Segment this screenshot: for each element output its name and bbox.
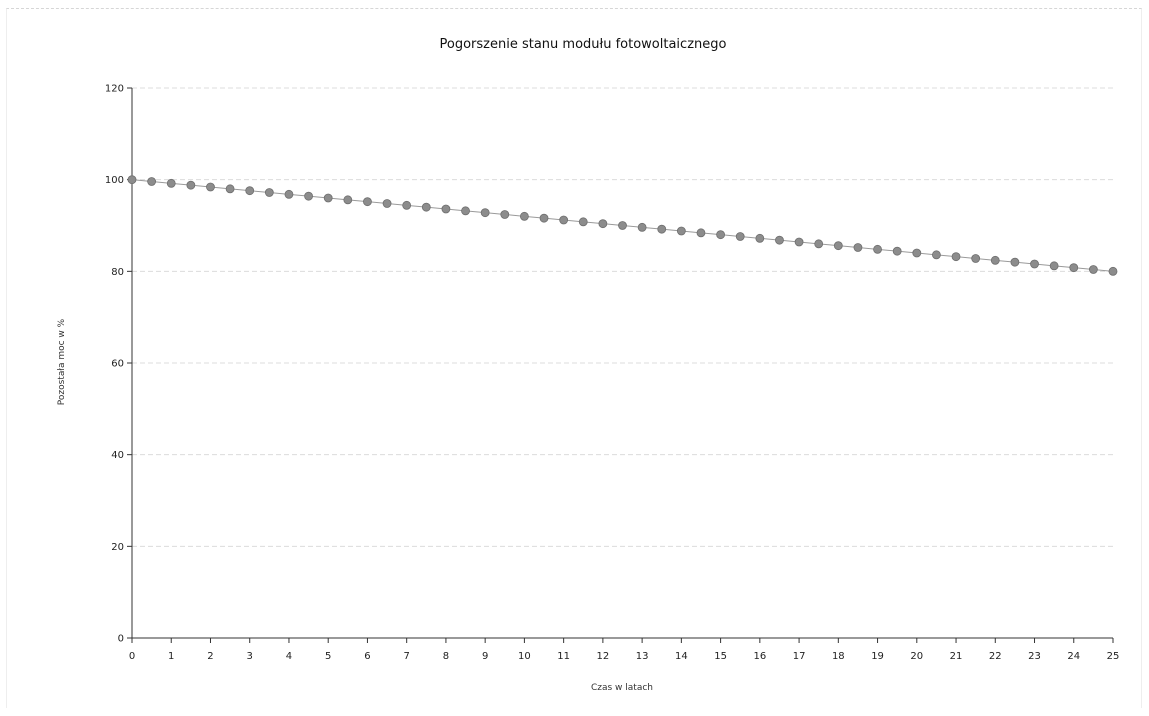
data-point bbox=[1069, 263, 1079, 273]
chart-title: Pogorszenie stanu modułu fotowoltaiczneg… bbox=[440, 37, 727, 52]
data-point bbox=[1010, 257, 1020, 267]
data-point bbox=[402, 200, 412, 210]
data-point bbox=[225, 184, 235, 194]
data-point bbox=[775, 235, 784, 245]
data-point bbox=[912, 248, 922, 258]
data-point bbox=[421, 202, 431, 212]
x-tick-label: 25 bbox=[1107, 651, 1120, 662]
data-point bbox=[166, 178, 176, 188]
data-point bbox=[500, 210, 510, 219]
data-point bbox=[343, 195, 353, 205]
x-tick-label: 16 bbox=[753, 651, 766, 662]
x-tick-label: 19 bbox=[871, 651, 884, 662]
x-tick-label: 2 bbox=[207, 651, 213, 662]
y-tick-label: 20 bbox=[111, 542, 124, 553]
data-point bbox=[206, 182, 215, 192]
x-tick-label: 4 bbox=[286, 651, 292, 662]
data-point bbox=[853, 243, 863, 252]
data-point bbox=[441, 204, 451, 214]
y-tick-label: 120 bbox=[105, 84, 124, 95]
x-tick-label: 21 bbox=[950, 651, 963, 662]
x-tick-label: 15 bbox=[714, 651, 727, 662]
data-point bbox=[578, 217, 588, 227]
data-point bbox=[1088, 265, 1098, 274]
data-point bbox=[814, 239, 824, 249]
x-tick-label: 3 bbox=[247, 651, 253, 662]
y-tick-label: 80 bbox=[111, 267, 124, 278]
data-point bbox=[696, 228, 706, 238]
x-tick-label: 13 bbox=[636, 651, 649, 662]
x-tick-label: 7 bbox=[403, 651, 409, 662]
x-tick-label: 11 bbox=[557, 651, 570, 662]
data-point bbox=[264, 188, 274, 197]
data-point bbox=[716, 230, 725, 240]
y-axis-label: Pozostała moc w % bbox=[57, 318, 67, 405]
x-tick-label: 20 bbox=[910, 651, 923, 662]
data-point bbox=[637, 222, 647, 232]
data-point bbox=[657, 224, 667, 234]
data-point bbox=[971, 254, 981, 263]
data-point bbox=[539, 213, 549, 223]
data-point bbox=[323, 193, 333, 203]
data-point bbox=[990, 255, 1000, 265]
x-tick-label: 17 bbox=[793, 651, 806, 662]
data-point bbox=[1030, 259, 1039, 269]
data-series bbox=[127, 175, 1118, 276]
x-tick-label: 23 bbox=[1028, 651, 1041, 662]
data-point bbox=[951, 252, 961, 262]
x-tick-label: 12 bbox=[597, 651, 610, 662]
y-tick-label: 0 bbox=[118, 634, 124, 645]
x-axis-label: Czas w latach bbox=[591, 683, 653, 693]
data-point bbox=[794, 237, 804, 247]
data-point bbox=[559, 215, 569, 225]
data-point bbox=[382, 199, 392, 208]
data-point bbox=[127, 175, 137, 185]
data-point bbox=[363, 197, 372, 207]
data-point bbox=[480, 208, 490, 218]
x-tick-label: 1 bbox=[168, 651, 174, 662]
x-tick-label: 6 bbox=[364, 651, 370, 662]
data-point bbox=[520, 211, 529, 221]
x-tick-label: 10 bbox=[518, 651, 531, 662]
x-tick-label: 22 bbox=[989, 651, 1002, 662]
y-tick-label: 40 bbox=[111, 450, 124, 461]
data-point bbox=[1049, 261, 1059, 271]
y-tick-label: 100 bbox=[105, 175, 124, 186]
data-point bbox=[598, 219, 608, 229]
x-tick-label: 24 bbox=[1067, 651, 1080, 662]
data-point bbox=[833, 241, 843, 251]
y-tick-label: 60 bbox=[111, 359, 124, 370]
chart-frame bbox=[6, 8, 1142, 708]
x-tick-label: 0 bbox=[129, 651, 135, 662]
data-point bbox=[245, 186, 255, 196]
data-point bbox=[284, 189, 294, 199]
data-point bbox=[873, 244, 882, 254]
data-point bbox=[461, 206, 470, 216]
data-point bbox=[147, 177, 157, 186]
x-tick-label: 8 bbox=[443, 651, 449, 662]
x-tick-label: 14 bbox=[675, 651, 688, 662]
data-point bbox=[676, 226, 686, 236]
grid-lines bbox=[132, 87, 1113, 547]
data-point bbox=[186, 180, 196, 190]
data-point bbox=[1108, 266, 1118, 276]
data-point bbox=[932, 250, 941, 260]
data-point bbox=[304, 191, 313, 201]
data-point bbox=[618, 221, 627, 230]
x-tick-label: 5 bbox=[325, 651, 331, 662]
data-point bbox=[735, 232, 745, 241]
data-point bbox=[755, 233, 765, 243]
x-tick-label: 18 bbox=[832, 651, 845, 662]
data-point bbox=[892, 246, 902, 256]
x-tick-label: 9 bbox=[482, 651, 488, 662]
